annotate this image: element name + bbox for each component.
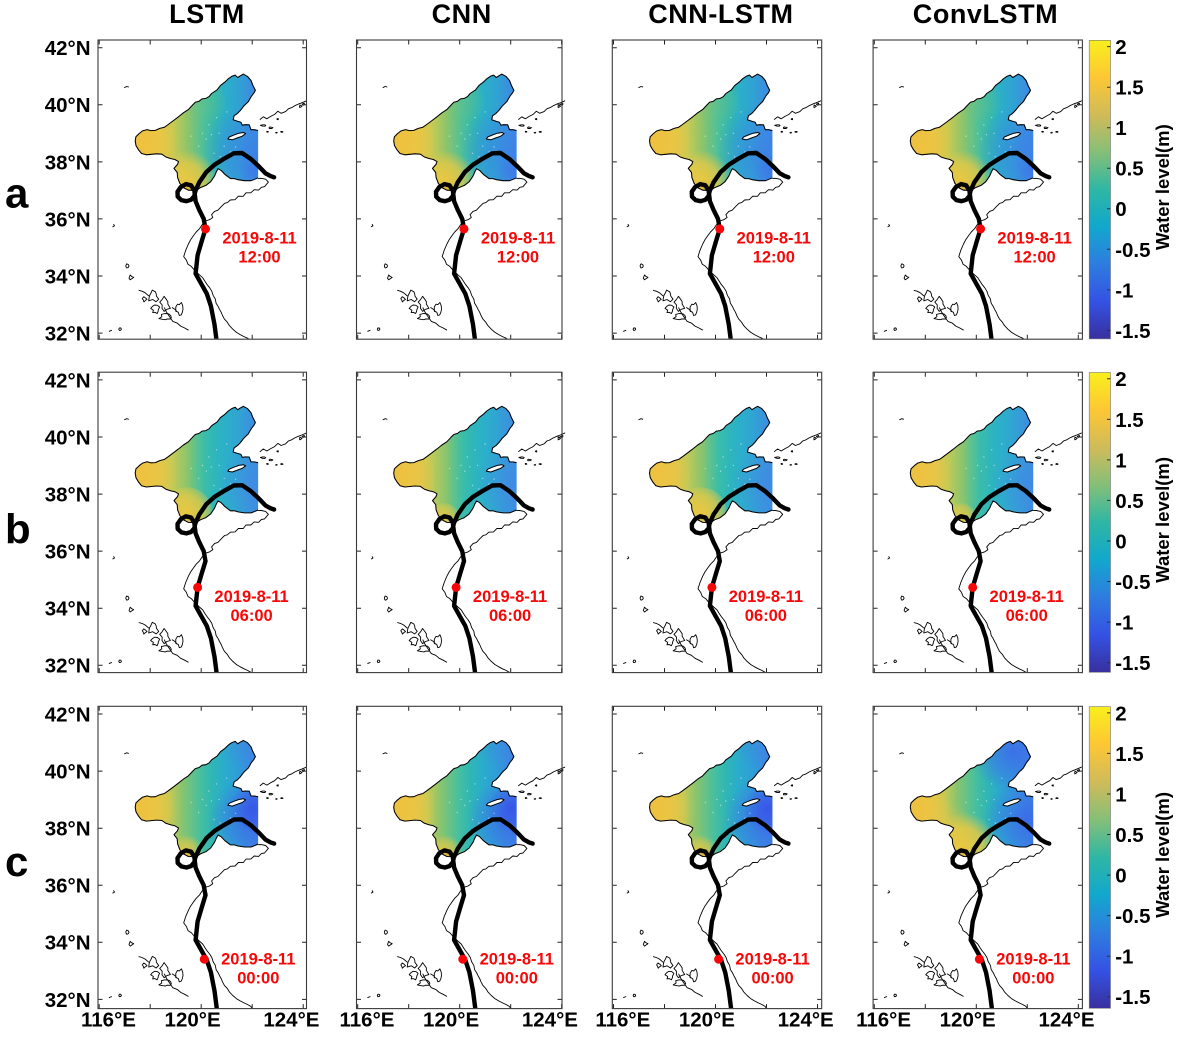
- svg-text:116°E: 116°E: [595, 1009, 650, 1032]
- svg-text:34°N: 34°N: [45, 598, 91, 621]
- svg-text:2: 2: [1115, 368, 1126, 391]
- svg-text:12:00: 12:00: [1013, 248, 1055, 266]
- svg-text:124°E: 124°E: [522, 1009, 578, 1032]
- svg-text:2019-8-11: 2019-8-11: [221, 951, 295, 969]
- svg-text:00:00: 00:00: [237, 970, 279, 988]
- svg-text:00:00: 00:00: [1012, 970, 1054, 988]
- svg-text:120°E: 120°E: [679, 1009, 735, 1032]
- svg-text:124°E: 124°E: [778, 1009, 834, 1032]
- svg-text:ConvLSTM: ConvLSTM: [913, 0, 1058, 29]
- svg-text:-1.5: -1.5: [1115, 652, 1150, 675]
- svg-text:b: b: [5, 505, 31, 552]
- svg-text:CNN-LSTM: CNN-LSTM: [648, 0, 793, 29]
- svg-text:00:00: 00:00: [751, 970, 793, 988]
- svg-text:LSTM: LSTM: [169, 0, 245, 29]
- svg-text:40°N: 40°N: [45, 94, 91, 117]
- svg-text:2019-8-11: 2019-8-11: [735, 951, 809, 969]
- svg-text:-0.5: -0.5: [1115, 571, 1150, 594]
- svg-text:2: 2: [1115, 36, 1126, 59]
- svg-text:120°E: 120°E: [165, 1009, 221, 1032]
- svg-text:2019-8-11: 2019-8-11: [990, 588, 1064, 606]
- svg-text:40°N: 40°N: [45, 761, 91, 784]
- svg-text:06:00: 06:00: [230, 607, 272, 625]
- svg-text:1: 1: [1115, 449, 1126, 472]
- svg-text:06:00: 06:00: [745, 607, 787, 625]
- svg-text:0: 0: [1115, 865, 1126, 888]
- svg-text:0: 0: [1115, 198, 1126, 221]
- svg-text:42°N: 42°N: [45, 369, 91, 392]
- svg-text:1: 1: [1115, 117, 1126, 140]
- svg-text:2019-8-11: 2019-8-11: [729, 588, 803, 606]
- svg-text:-1: -1: [1115, 279, 1133, 302]
- svg-text:116°E: 116°E: [81, 1009, 136, 1032]
- svg-text:36°N: 36°N: [45, 541, 91, 564]
- svg-text:120°E: 120°E: [940, 1009, 996, 1032]
- svg-text:34°N: 34°N: [45, 932, 91, 955]
- svg-text:1: 1: [1115, 783, 1126, 806]
- svg-text:2019-8-11: 2019-8-11: [996, 951, 1070, 969]
- svg-text:32°N: 32°N: [45, 655, 91, 678]
- svg-text:36°N: 36°N: [45, 208, 91, 231]
- svg-text:12:00: 12:00: [497, 248, 539, 266]
- svg-text:-1: -1: [1115, 946, 1133, 969]
- svg-text:116°E: 116°E: [856, 1009, 911, 1032]
- svg-text:0.5: 0.5: [1115, 824, 1144, 847]
- svg-text:12:00: 12:00: [753, 248, 795, 266]
- svg-text:42°N: 42°N: [45, 703, 91, 726]
- svg-text:1.5: 1.5: [1115, 77, 1144, 100]
- svg-text:00:00: 00:00: [496, 970, 538, 988]
- svg-text:Water level(m): Water level(m): [1152, 792, 1173, 918]
- svg-text:CNN: CNN: [432, 0, 492, 29]
- svg-text:1.5: 1.5: [1115, 409, 1144, 432]
- svg-text:124°E: 124°E: [1038, 1009, 1094, 1032]
- svg-text:2019-8-11: 2019-8-11: [214, 588, 288, 606]
- svg-text:06:00: 06:00: [489, 607, 531, 625]
- svg-text:124°E: 124°E: [263, 1009, 319, 1032]
- svg-text:0.5: 0.5: [1115, 490, 1144, 513]
- svg-text:-0.5: -0.5: [1115, 905, 1150, 928]
- svg-text:2: 2: [1115, 702, 1126, 725]
- svg-text:-0.5: -0.5: [1115, 239, 1150, 262]
- svg-text:36°N: 36°N: [45, 875, 91, 898]
- svg-text:116°E: 116°E: [340, 1009, 395, 1032]
- svg-text:120°E: 120°E: [423, 1009, 479, 1032]
- svg-text:38°N: 38°N: [45, 151, 91, 174]
- svg-text:-1.5: -1.5: [1115, 320, 1150, 343]
- svg-text:2019-8-11: 2019-8-11: [222, 229, 296, 247]
- svg-text:-1.5: -1.5: [1115, 986, 1150, 1009]
- svg-text:-1: -1: [1115, 612, 1133, 635]
- svg-text:2019-8-11: 2019-8-11: [473, 588, 547, 606]
- svg-text:32°N: 32°N: [45, 989, 91, 1012]
- svg-text:0.5: 0.5: [1115, 158, 1144, 181]
- svg-text:Water level(m): Water level(m): [1152, 124, 1173, 250]
- svg-text:Water level(m): Water level(m): [1152, 457, 1173, 583]
- svg-text:2019-8-11: 2019-8-11: [737, 229, 811, 247]
- svg-text:38°N: 38°N: [45, 484, 91, 507]
- svg-text:40°N: 40°N: [45, 426, 91, 449]
- svg-text:06:00: 06:00: [1006, 607, 1048, 625]
- svg-text:38°N: 38°N: [45, 818, 91, 841]
- svg-text:34°N: 34°N: [45, 265, 91, 288]
- svg-text:0: 0: [1115, 530, 1126, 553]
- svg-text:2019-8-11: 2019-8-11: [997, 229, 1071, 247]
- svg-text:1.5: 1.5: [1115, 743, 1144, 766]
- svg-text:12:00: 12:00: [238, 248, 280, 266]
- svg-text:2019-8-11: 2019-8-11: [481, 229, 555, 247]
- svg-text:2019-8-11: 2019-8-11: [480, 951, 554, 969]
- svg-text:a: a: [5, 170, 29, 217]
- svg-text:c: c: [5, 838, 28, 885]
- svg-text:32°N: 32°N: [45, 323, 91, 346]
- svg-text:42°N: 42°N: [45, 37, 91, 60]
